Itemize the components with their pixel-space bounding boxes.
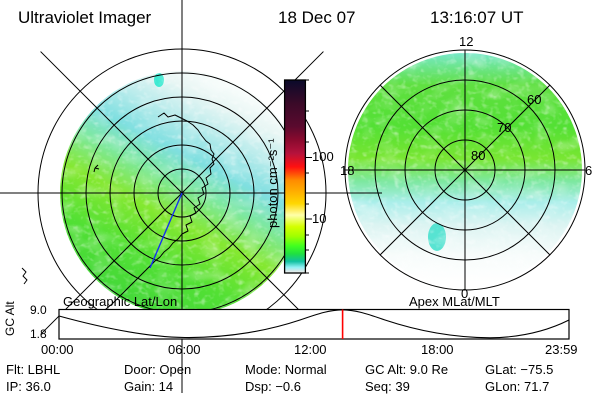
svg-text:GLon: 71.7: GLon: 71.7 bbox=[485, 379, 549, 394]
svg-text:Dsp: −0.6: Dsp: −0.6 bbox=[245, 379, 301, 394]
svg-text:Geographic Lat/Lon: Geographic Lat/Lon bbox=[63, 294, 177, 309]
svg-text:GC Alt: GC Alt bbox=[3, 301, 17, 336]
svg-text:Door: Open: Door: Open bbox=[124, 362, 191, 377]
svg-text:18: 18 bbox=[340, 163, 354, 178]
svg-text:Gain: 14: Gain: 14 bbox=[124, 379, 173, 394]
svg-text:12:00: 12:00 bbox=[294, 342, 327, 357]
svg-text:6: 6 bbox=[585, 163, 592, 178]
svg-text:18:00: 18:00 bbox=[421, 342, 454, 357]
svg-text:GC Alt: 9.0 Re: GC Alt: 9.0 Re bbox=[365, 362, 448, 377]
svg-text:Mode: Normal: Mode: Normal bbox=[245, 362, 327, 377]
svg-text:Apex MLat/MLT: Apex MLat/MLT bbox=[409, 294, 500, 309]
svg-text:Seq: 39: Seq: 39 bbox=[365, 379, 410, 394]
svg-text:IP: 36.0: IP: 36.0 bbox=[6, 379, 51, 394]
svg-text:Flt: LBHL: Flt: LBHL bbox=[6, 362, 60, 377]
svg-text:23:59: 23:59 bbox=[545, 342, 578, 357]
svg-text:70: 70 bbox=[497, 120, 511, 135]
svg-text:photon cm⁻²s⁻¹: photon cm⁻²s⁻¹ bbox=[265, 138, 280, 228]
svg-text:60: 60 bbox=[527, 92, 541, 107]
svg-text:100: 100 bbox=[312, 149, 334, 164]
svg-text:80: 80 bbox=[471, 148, 485, 163]
svg-text:12: 12 bbox=[459, 34, 473, 49]
svg-text:9.0: 9.0 bbox=[30, 303, 47, 317]
svg-text:10: 10 bbox=[312, 211, 326, 226]
svg-text:00:00: 00:00 bbox=[41, 342, 74, 357]
svg-text:GLat: −75.5: GLat: −75.5 bbox=[485, 362, 553, 377]
svg-text:06:00: 06:00 bbox=[168, 342, 201, 357]
svg-text:1.8: 1.8 bbox=[30, 327, 47, 341]
